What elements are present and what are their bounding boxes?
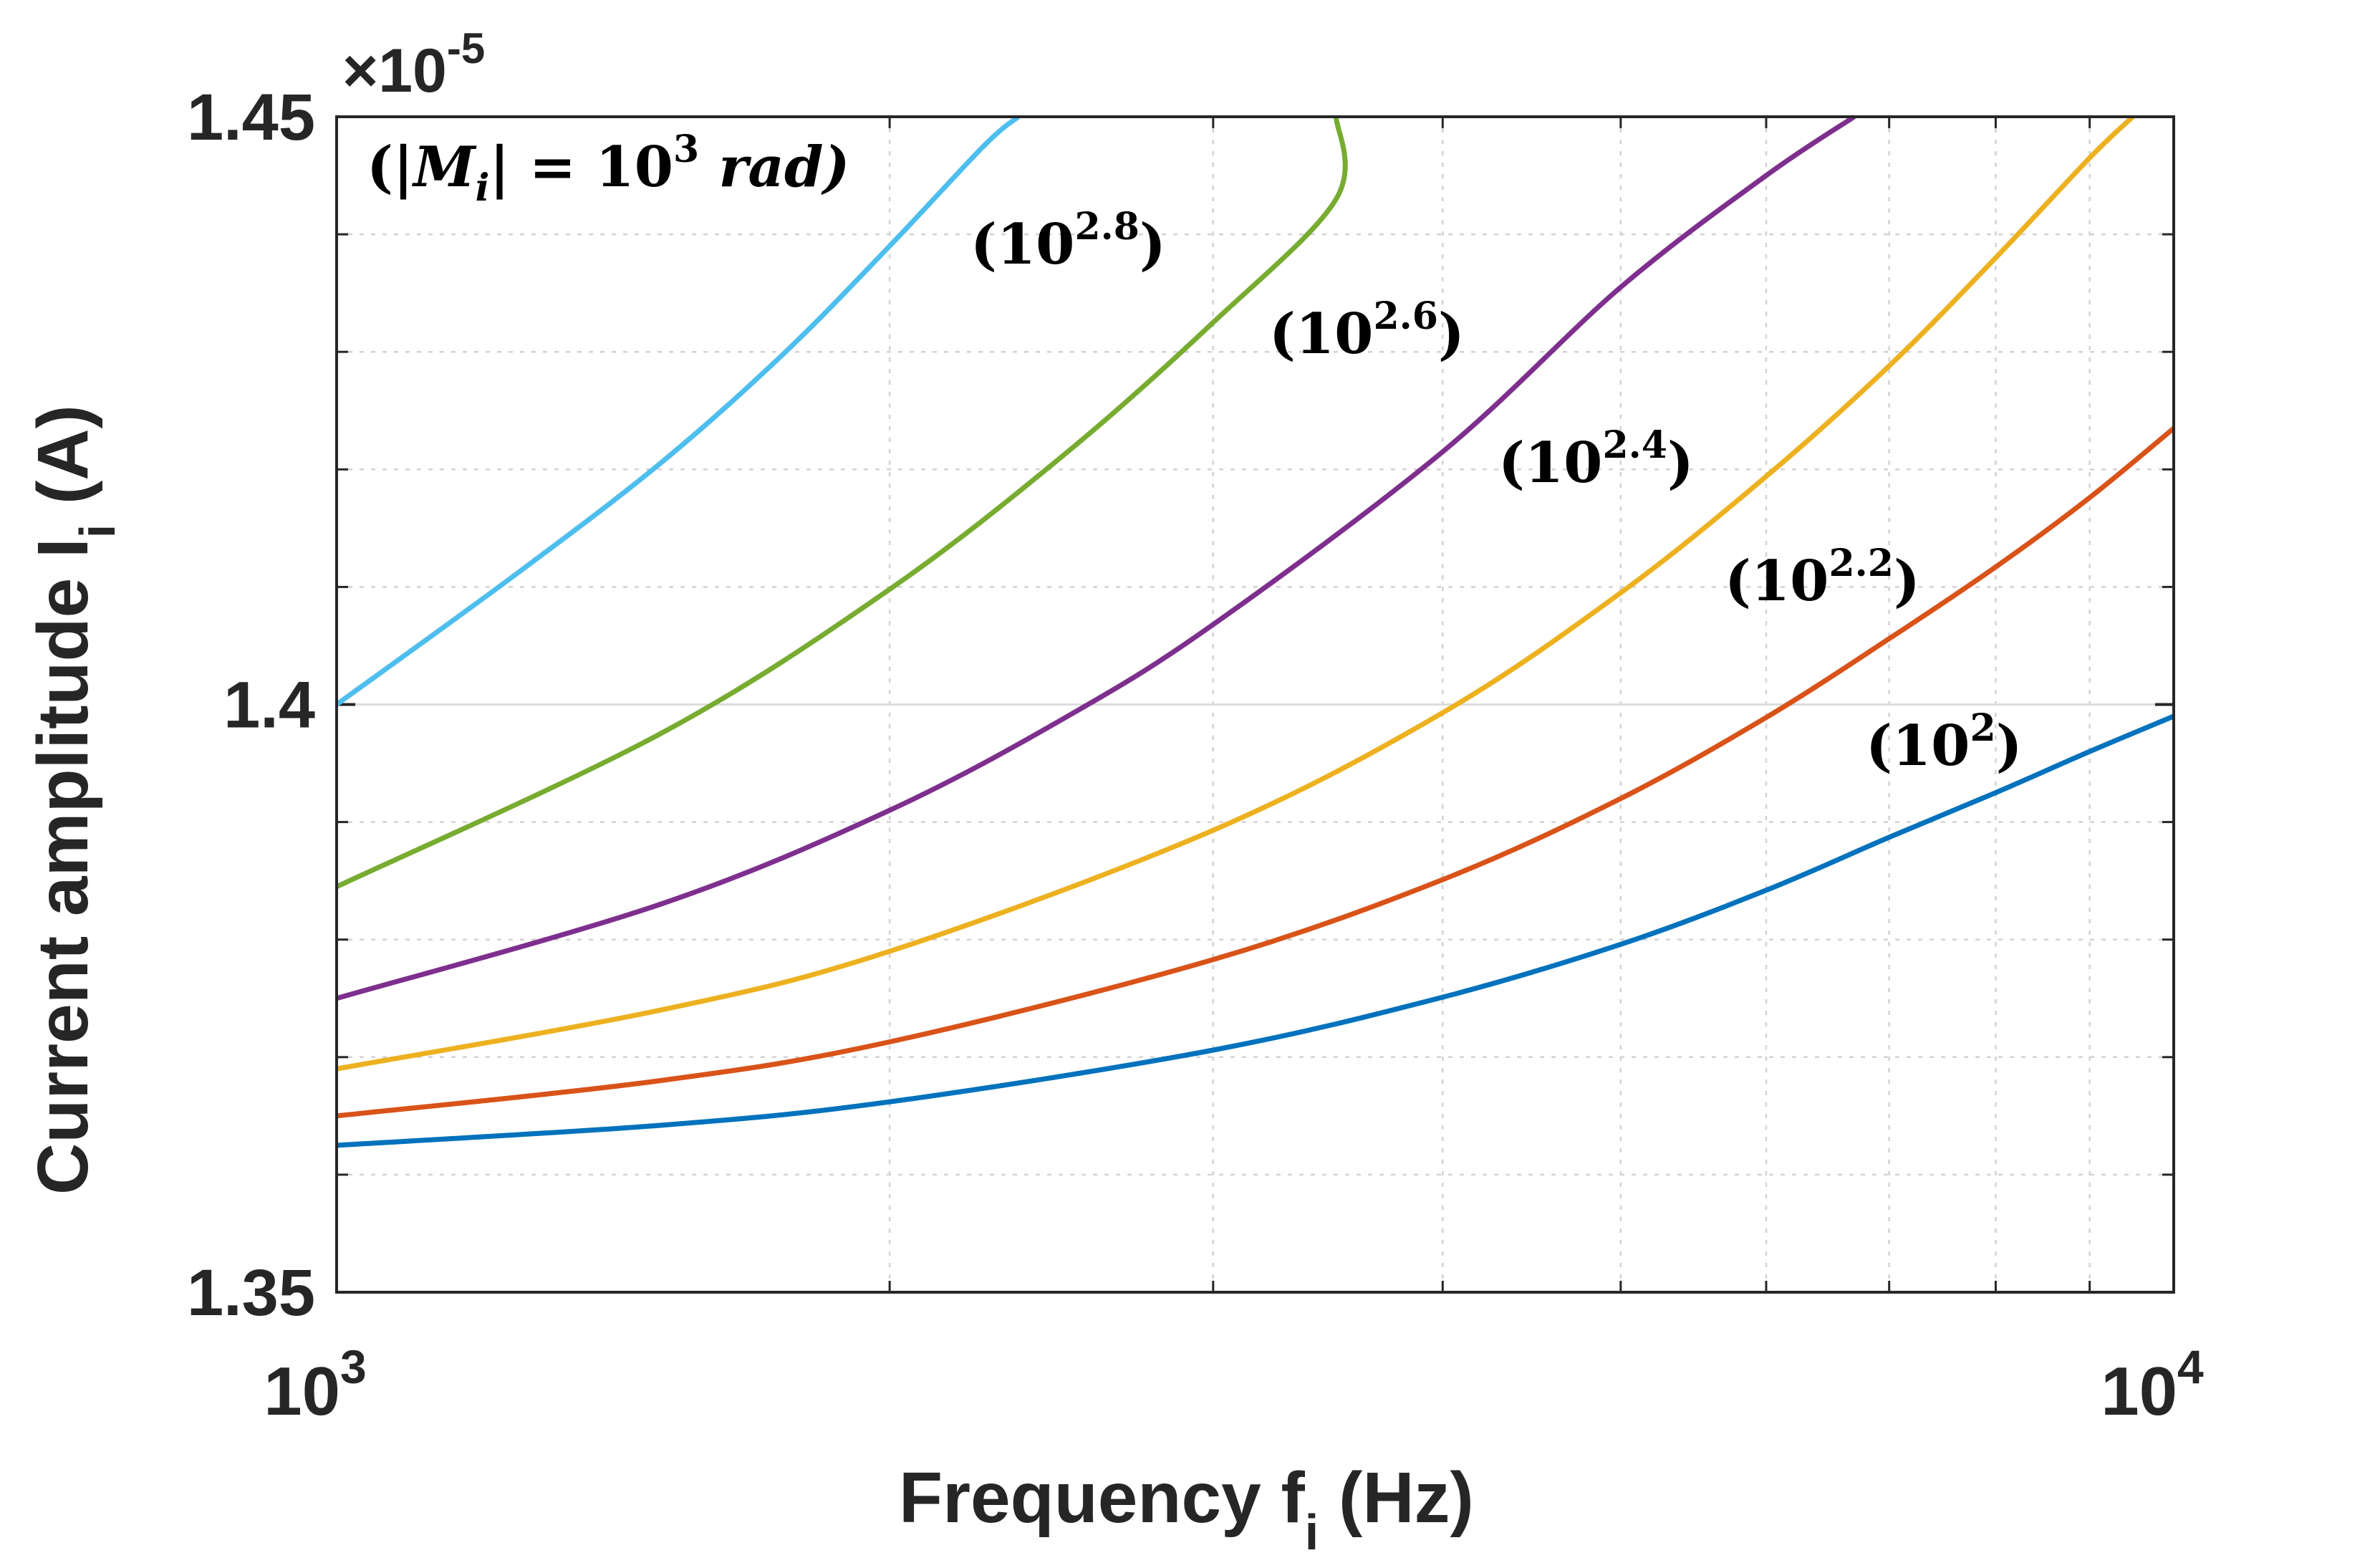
series-group (334, 115, 2176, 1148)
annotation-10-3: (|Mi| = 103 rad) (367, 128, 849, 210)
grid (337, 115, 2174, 1294)
x-axis-label: Frequency fi (Hz) (899, 1458, 1474, 1560)
series-line-10-2-4 (336, 115, 2135, 1072)
series-line-10-2-8 (335, 116, 1348, 890)
y-tick-label: 1.45 (187, 81, 315, 154)
series-line-10-2-2 (336, 426, 2176, 1119)
x-tick-label: 103 (264, 1340, 367, 1430)
x-ticks: 103 104 (264, 1340, 2204, 1430)
plot-frame (335, 115, 2175, 1294)
annotation-10-2: (102) (1866, 706, 2023, 779)
series-line-10-2-6 (336, 115, 1856, 1001)
series-line-10-3 (334, 115, 1021, 707)
x-tick-label: 104 (2101, 1340, 2204, 1430)
annotation-10-2.2: (102.2) (1725, 542, 1920, 614)
y-tick-label: 1.4 (223, 669, 315, 742)
y-ticks: 1.35 1.4 1.45 (187, 81, 315, 1329)
y-axis-label: Current amplitude Ii (A) (23, 405, 125, 1195)
annotation-10-2.6: (102.6) (1269, 294, 1465, 367)
series-line-10-2 (336, 713, 2175, 1148)
annotation-10-2.4: (102.4) (1498, 423, 1694, 496)
annotation-10-2.8: (102.8) (970, 205, 1166, 277)
y-tick-label: 1.35 (187, 1256, 315, 1329)
y-multiplier-label: ×10-5 (342, 24, 485, 105)
